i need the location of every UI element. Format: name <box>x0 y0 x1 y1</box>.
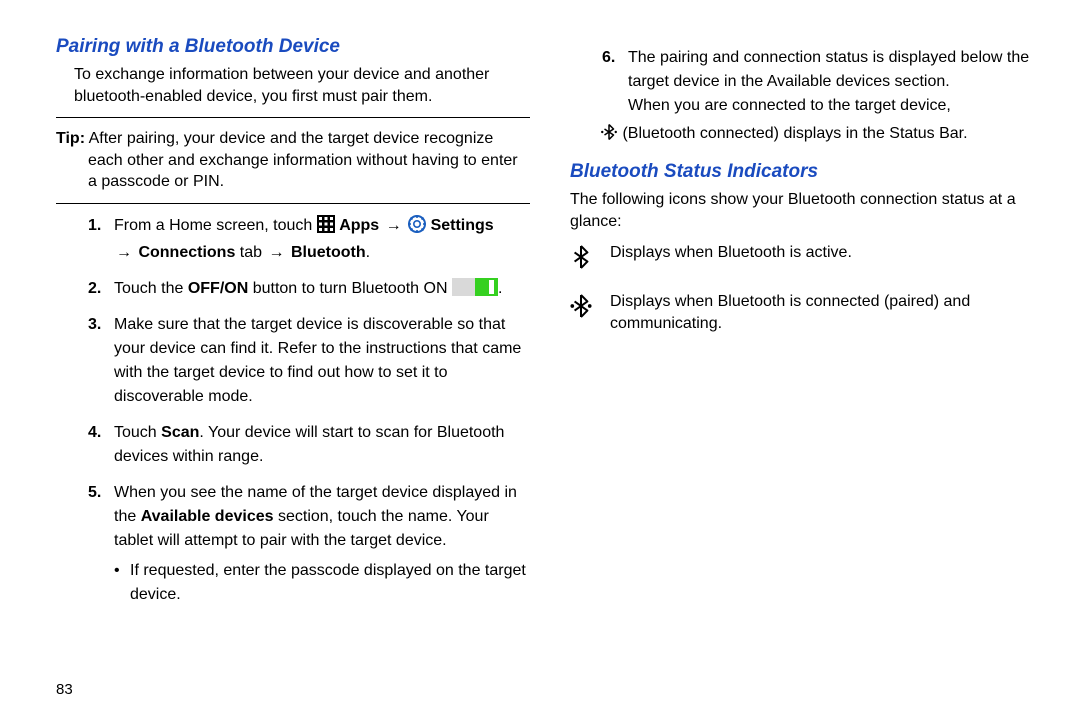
indicator-active: Displays when Bluetooth is active. <box>570 242 1044 275</box>
step-1: From a Home screen, touch Apps → <box>56 214 530 265</box>
right-column: The pairing and connection status is dis… <box>570 36 1044 700</box>
step1-tab-word: tab <box>240 244 267 261</box>
step-6: The pairing and connection status is dis… <box>570 46 1044 149</box>
heading-indicators: Bluetooth Status Indicators <box>570 161 1044 183</box>
bluetooth-connected-icon <box>570 291 592 324</box>
step2-offon: OFF/ON <box>188 280 248 297</box>
settings-gear-icon <box>408 215 426 241</box>
tip-rule-top <box>56 117 530 118</box>
apps-grid-icon <box>317 215 335 241</box>
tip-label: Tip: <box>56 130 85 147</box>
heading-pairing: Pairing with a Bluetooth Device <box>56 36 530 58</box>
tip-rule-bottom <box>56 203 530 204</box>
tip-text: After pairing, your device and the targe… <box>88 130 518 190</box>
step-5: When you see the name of the target devi… <box>56 481 530 607</box>
page-number: 83 <box>56 681 73 698</box>
bluetooth-connected-icon <box>600 123 618 149</box>
arrow-icon: → <box>386 214 402 238</box>
step4-scan: Scan <box>161 424 199 441</box>
step5-bullet: If requested, enter the passcode display… <box>114 559 530 607</box>
arrow-icon: → <box>116 241 132 265</box>
toggle-on-icon <box>452 278 498 296</box>
arrow-icon: → <box>268 241 284 265</box>
step1-settings: Settings <box>431 217 494 234</box>
pairing-steps-cont: The pairing and connection status is dis… <box>570 46 1044 149</box>
indicators-intro: The following icons show your Bluetooth … <box>570 189 1044 232</box>
left-column: Pairing with a Bluetooth Device To excha… <box>56 36 530 700</box>
step1-bluetooth: Bluetooth <box>291 244 366 261</box>
step1-connections: Connections <box>138 244 235 261</box>
bluetooth-icon <box>570 242 592 275</box>
manual-page: Pairing with a Bluetooth Device To excha… <box>0 0 1080 720</box>
pairing-steps: From a Home screen, touch Apps → <box>56 214 530 607</box>
step-4: Touch Scan. Your device will start to sc… <box>56 421 530 469</box>
indicator-active-text: Displays when Bluetooth is active. <box>610 242 1044 264</box>
step-2: Touch the OFF/ON button to turn Bluetoot… <box>56 277 530 301</box>
step-3: Make sure that the target device is disc… <box>56 313 530 409</box>
step5-available: Available devices <box>141 508 274 525</box>
pairing-intro: To exchange information between your dev… <box>56 64 530 107</box>
indicator-connected-text: Displays when Bluetooth is connected (pa… <box>610 291 1044 334</box>
step6-status-text: (Bluetooth connected) displays in the St… <box>622 125 967 142</box>
tip-block: Tip: After pairing, your device and the … <box>56 128 530 193</box>
step1-apps: Apps <box>339 217 379 234</box>
indicator-connected: Displays when Bluetooth is connected (pa… <box>570 291 1044 334</box>
